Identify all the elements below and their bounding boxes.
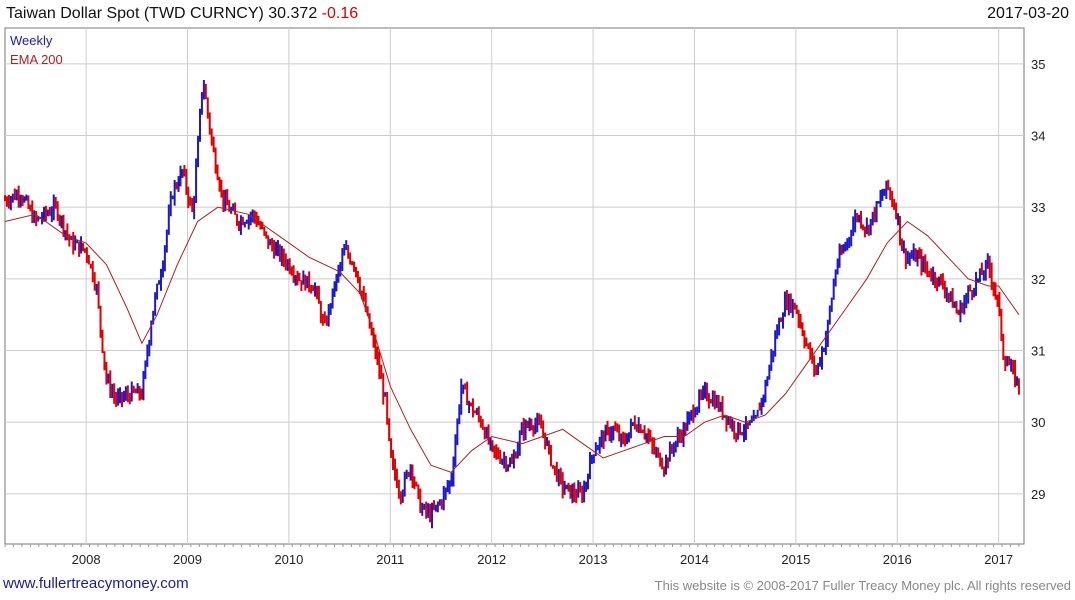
- legend-ema: EMA 200: [10, 52, 63, 67]
- copyright-text: This website is © 2008-2017 Fuller Treac…: [654, 578, 1071, 593]
- x-tick-label: 2008: [72, 552, 101, 567]
- x-tick-label: 2017: [984, 552, 1013, 567]
- title-text: Taiwan Dollar Spot (TWD CURNCY): [6, 5, 264, 22]
- x-tick-label: 2011: [376, 552, 404, 567]
- x-tick-label: 2016: [883, 552, 912, 567]
- y-tick-label: 33: [1031, 200, 1045, 215]
- x-tick-label: 2015: [781, 552, 810, 567]
- last-price: 30.372: [268, 5, 318, 22]
- ema-line: [4, 206, 1020, 473]
- price-change: -0.16: [321, 5, 359, 22]
- chart-title: Taiwan Dollar Spot (TWD CURNCY) 30.372 -…: [6, 5, 358, 23]
- y-tick-label: 29: [1031, 487, 1045, 502]
- y-tick-label: 35: [1031, 57, 1045, 72]
- x-tick-label: 2013: [579, 552, 608, 567]
- y-tick-label: 30: [1031, 415, 1045, 430]
- legend-weekly: Weekly: [10, 33, 53, 48]
- x-tick-label: 2009: [173, 552, 202, 567]
- y-tick-label: 31: [1031, 344, 1045, 359]
- y-tick-label: 32: [1031, 272, 1045, 287]
- x-tick-label: 2010: [274, 552, 303, 567]
- chart-date: 2017-03-20: [987, 5, 1069, 22]
- x-tick-label: 2014: [680, 552, 709, 567]
- x-tick-label: 2012: [477, 552, 506, 567]
- y-tick-label: 34: [1031, 129, 1045, 144]
- site-link[interactable]: www.fullertreacymoney.com: [3, 575, 189, 592]
